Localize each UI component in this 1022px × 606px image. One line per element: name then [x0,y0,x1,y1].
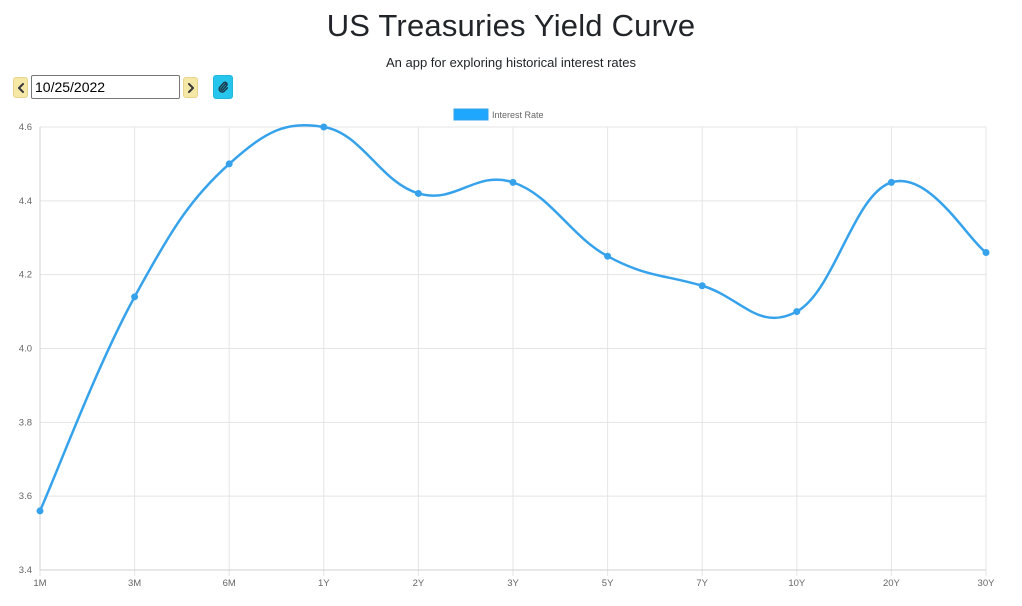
legend-swatch-interest-rate [453,108,489,121]
x-tick-label: 1M [33,578,46,589]
data-point-1m[interactable] [36,507,44,515]
next-date-button[interactable] [183,77,198,98]
series-points [36,123,990,515]
y-tick-label: 3.4 [19,565,32,576]
y-tick-label: 3.6 [19,491,32,502]
y-tick-label: 3.8 [19,417,32,428]
data-point-7y[interactable] [698,282,706,290]
data-point-2y[interactable] [414,189,422,197]
data-point-6m[interactable] [225,160,233,168]
data-point-30y[interactable] [982,249,990,257]
x-tick-label: 2Y [413,578,425,589]
x-tick-label: 6M [223,578,236,589]
x-tick-label: 1Y [318,578,330,589]
data-point-3y[interactable] [509,178,517,186]
x-tick-label: 7Y [696,578,708,589]
x-tick-label: 3Y [507,578,519,589]
paperclip-icon [218,81,229,93]
x-tick-label: 10Y [788,578,806,589]
y-tick-label: 4.0 [19,344,32,355]
data-point-10y[interactable] [793,308,801,316]
y-tick-label: 4.6 [19,122,32,133]
data-point-3m[interactable] [131,293,139,301]
x-tick-label: 3M [128,578,141,589]
chevron-right-icon [187,82,194,93]
data-point-20y[interactable] [887,178,895,186]
y-tick-label: 4.2 [19,270,32,281]
page-title: US Treasuries Yield Curve [326,8,696,43]
date-input[interactable] [31,75,180,99]
data-point-1y[interactable] [320,123,328,131]
legend-label-interest-rate: Interest Rate [492,110,544,120]
copy-link-button[interactable] [213,75,233,99]
data-point-5y[interactable] [604,252,612,260]
page-subtitle: An app for exploring historical interest… [385,55,636,70]
x-tick-label: 5Y [602,578,614,589]
chart-legend: Interest Rate [453,108,544,121]
previous-date-button[interactable] [13,77,28,98]
chart-axes: 3.4 3.6 3.8 4.0 4.2 4.4 4.6 1M 3M 6M 1Y 2Y 3Y 5Y 7Y 10Y… [19,122,995,589]
chart-grid [39,126,987,576]
x-tick-label: 20Y [883,578,901,589]
chevron-left-icon [17,82,24,93]
x-tick-label: 30Y [978,578,996,589]
y-tick-label: 4.4 [19,196,32,207]
